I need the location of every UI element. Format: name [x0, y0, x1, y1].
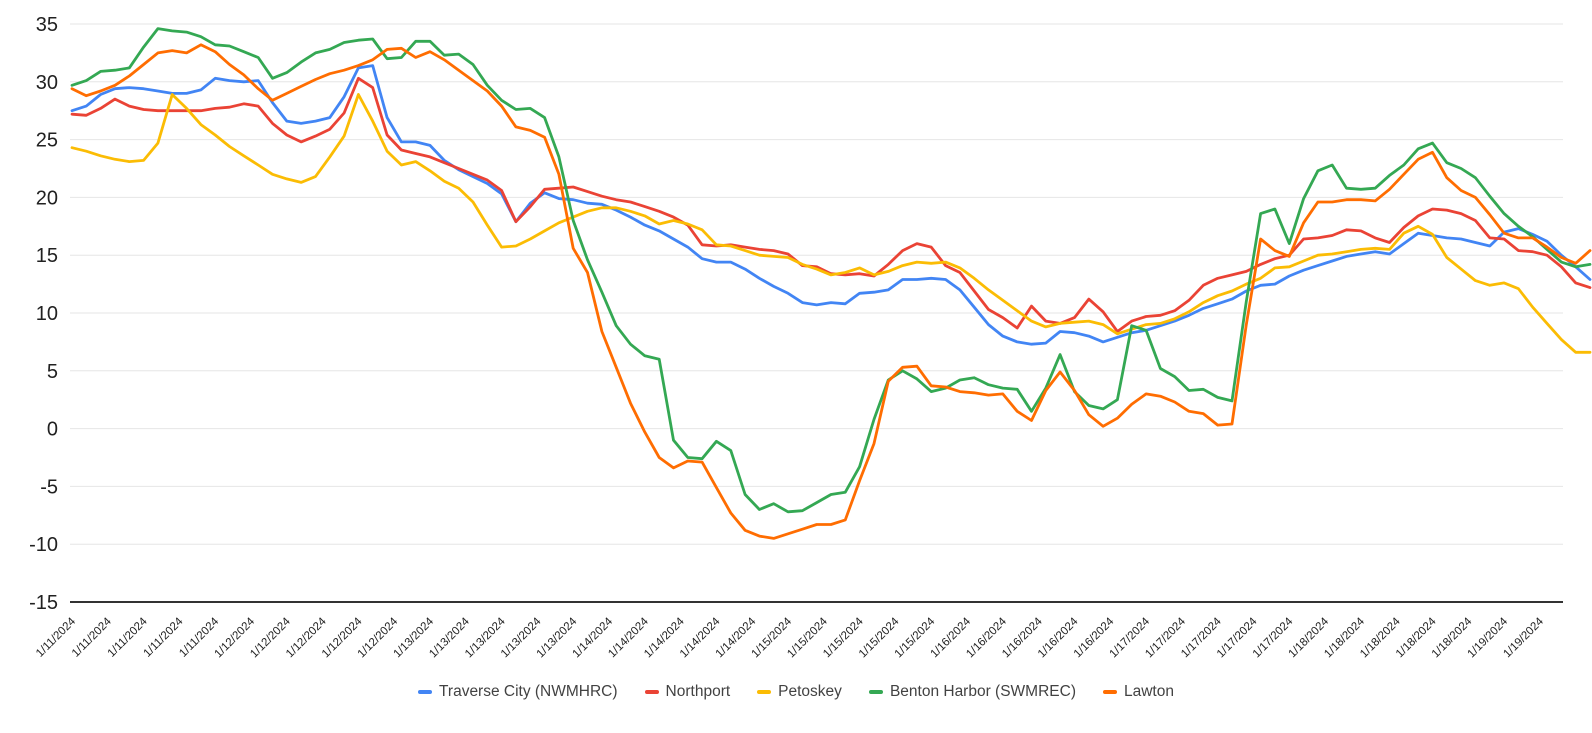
legend-swatch-icon [757, 690, 772, 694]
legend-item-lawton: Lawton [1102, 683, 1174, 701]
y-axis-tick-label: 30 [36, 72, 58, 94]
series-line-lawton [70, 43, 1592, 540]
legend-swatch-icon [644, 690, 659, 694]
y-axis-tick-label: 10 [36, 303, 58, 325]
y-axis-tick-label: 5 [47, 361, 58, 383]
legend-label: Lawton [1123, 683, 1174, 700]
series-line-benton-harbor-swmrec [70, 27, 1592, 514]
legend-swatch-icon [1102, 690, 1117, 694]
legend-item-traverse-city-nwmhrc: Traverse City (NWMHRC) [418, 683, 618, 701]
series-line-petoskey [70, 93, 1592, 354]
legend-label: Traverse City (NWMHRC) [439, 683, 618, 700]
legend-swatch-icon [868, 690, 883, 694]
y-axis-tick-label: 35 [36, 14, 58, 36]
y-axis-tick-label: -10 [29, 534, 58, 556]
legend-item-northport: Northport [644, 683, 731, 701]
series-line-traverse-city-nwmhrc [70, 64, 1592, 346]
legend-label: Northport [665, 683, 731, 700]
legend-item-benton-harbor-swmrec: Benton Harbor (SWMREC) [868, 683, 1076, 701]
legend-swatch-icon [418, 690, 433, 694]
y-axis-tick-label: -5 [40, 476, 58, 498]
y-axis-tick-label: 0 [47, 419, 58, 441]
legend-label: Petoskey [778, 683, 842, 700]
y-axis-tick-label: 15 [36, 245, 58, 267]
legend-item-petoskey: Petoskey [757, 683, 842, 701]
y-axis-tick-label: 20 [36, 187, 58, 209]
legend-label: Benton Harbor (SWMREC) [889, 683, 1076, 700]
y-axis-tick-label: 25 [36, 130, 58, 152]
y-axis-tick-label: -15 [29, 592, 58, 614]
x-axis-tick-label: 1/19/2024 [1501, 615, 1546, 660]
series-line-northport [70, 76, 1592, 333]
chart-legend: Traverse City (NWMHRC) Northport Petoskey B… [0, 683, 1592, 701]
